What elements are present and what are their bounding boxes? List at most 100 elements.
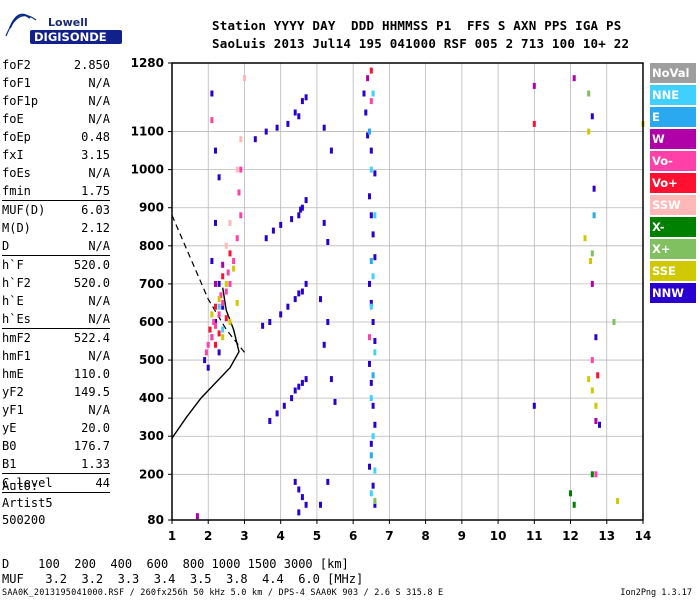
echo-point-nnw	[322, 219, 326, 226]
param-value: N/A	[88, 312, 110, 326]
param-label: hmF1	[2, 349, 31, 363]
echo-point-nnw	[214, 219, 217, 226]
echo-point-nnw	[214, 319, 217, 325]
echo-point-nnw	[290, 395, 294, 402]
echo-point-nnw	[293, 109, 297, 116]
param-row: fxI 3.15	[2, 146, 110, 164]
legend-item-nnw: NNW	[650, 283, 696, 303]
echo-point-nnw	[329, 376, 333, 383]
echo-point-sse	[235, 299, 239, 306]
echo-point-vo-	[204, 349, 208, 356]
echo-point-vo-	[206, 341, 210, 348]
param-label: h`E	[2, 294, 24, 308]
param-value: 1.33	[81, 457, 110, 471]
echo-point-nnw	[366, 132, 370, 139]
param-label: fmin	[2, 184, 31, 198]
param-row: D N/A	[2, 237, 110, 255]
echo-point-vo-	[212, 319, 216, 325]
echo-point-x-	[590, 250, 594, 257]
echo-point-nnw	[369, 440, 373, 447]
echo-point-nne	[369, 303, 373, 310]
echo-point-nnw	[300, 494, 304, 501]
echo-point-sse	[224, 280, 228, 287]
param-label: MUF(D)	[2, 203, 46, 217]
echo-point-nnw	[293, 296, 297, 303]
echo-point-nne	[371, 273, 375, 280]
y-tick-label: 300	[139, 429, 164, 443]
echo-point-nnw	[297, 290, 301, 297]
echo-point-nnw	[304, 280, 308, 287]
echo-point-nne	[371, 433, 375, 440]
echo-point-sse	[210, 311, 214, 318]
echo-point-vo-	[214, 322, 217, 329]
echo-point-vo-	[217, 311, 221, 318]
echo-point-nnw	[368, 280, 371, 287]
echo-point-w	[594, 418, 598, 424]
param-label: M(D)	[2, 221, 31, 235]
echo-point-nnw	[214, 147, 217, 154]
echo-point-nnw	[300, 204, 304, 211]
param-label: h`F	[2, 258, 24, 272]
param-label: foEs	[2, 166, 31, 180]
echo-point-nnw	[592, 185, 596, 192]
param-value: 149.5	[73, 385, 110, 399]
echo-point-nnw	[206, 364, 210, 371]
echo-point-nnw	[368, 360, 371, 367]
echo-point-nnw	[371, 402, 375, 409]
param-label: C-level	[2, 476, 53, 490]
param-row: h`F2 520.0	[2, 274, 110, 292]
y-tick-label: 700	[139, 277, 164, 291]
echo-point-vo-	[210, 117, 214, 124]
echo-point-nnw	[275, 124, 279, 131]
legend-item-nne: NNE	[650, 85, 696, 105]
param-value: 110.0	[73, 367, 110, 381]
param-value: 0.48	[81, 130, 110, 144]
echo-point-e	[369, 258, 373, 264]
echo-point-vo-	[532, 120, 536, 127]
echo-point-nnw	[293, 387, 297, 394]
echo-point-x-	[572, 501, 576, 508]
param-row: foF2 2.850	[2, 56, 110, 74]
param-value: 176.7	[73, 439, 110, 453]
echo-point-nnw	[210, 258, 214, 264]
digisonde-logo: Lowell DIGISONDE	[5, 13, 122, 44]
panel-divider	[2, 492, 110, 493]
param-value: 522.4	[73, 331, 110, 345]
echo-point-nnw	[532, 402, 536, 409]
param-row: yE 20.0	[2, 419, 110, 437]
scaled-parameters-panel: foF2 2.850 foF1 N/A foF1p N/A foE N/A foEp 0.48 fx…	[2, 56, 110, 493]
svg-text:Lowell: Lowell	[48, 16, 88, 29]
echo-point-nne	[369, 490, 373, 497]
y-tick-label: 900	[139, 201, 164, 215]
y-tick-label: 600	[139, 315, 164, 329]
echo-point-nne	[371, 90, 375, 97]
echo-point-nnw	[275, 410, 279, 417]
param-label: D	[2, 239, 10, 253]
echo-point-nnw	[300, 288, 304, 295]
echo-point-w	[366, 75, 370, 82]
param-value: 20.0	[81, 421, 110, 435]
param-row: B1 1.33	[2, 455, 110, 473]
echo-point-nnw	[598, 421, 601, 428]
x-tick-label: 13	[598, 529, 615, 543]
echo-point-nnw	[373, 501, 377, 508]
echo-point-vo-	[219, 292, 223, 299]
echo-point-sse	[590, 387, 594, 394]
echo-point-vo-	[369, 67, 373, 74]
param-row: yF1 N/A	[2, 401, 110, 419]
x-tick-label: 9	[458, 529, 466, 543]
echo-point-sse	[221, 334, 225, 341]
echo-point-nnw	[261, 322, 265, 329]
param-value: 2.850	[73, 58, 110, 72]
echo-point-nnw	[362, 90, 366, 97]
param-row: foEs N/A	[2, 164, 110, 182]
echo-point-vo-	[232, 258, 236, 264]
echo-point-nne	[373, 467, 377, 474]
echo-point-nnw	[210, 90, 214, 97]
echo-point-nnw	[300, 98, 304, 105]
profile-curves	[171, 215, 245, 439]
echo-point-nnw	[368, 463, 371, 470]
legend-item-sse: SSE	[650, 261, 696, 281]
x-tick-label: 12	[562, 529, 579, 543]
echo-point-nnw	[297, 113, 301, 120]
